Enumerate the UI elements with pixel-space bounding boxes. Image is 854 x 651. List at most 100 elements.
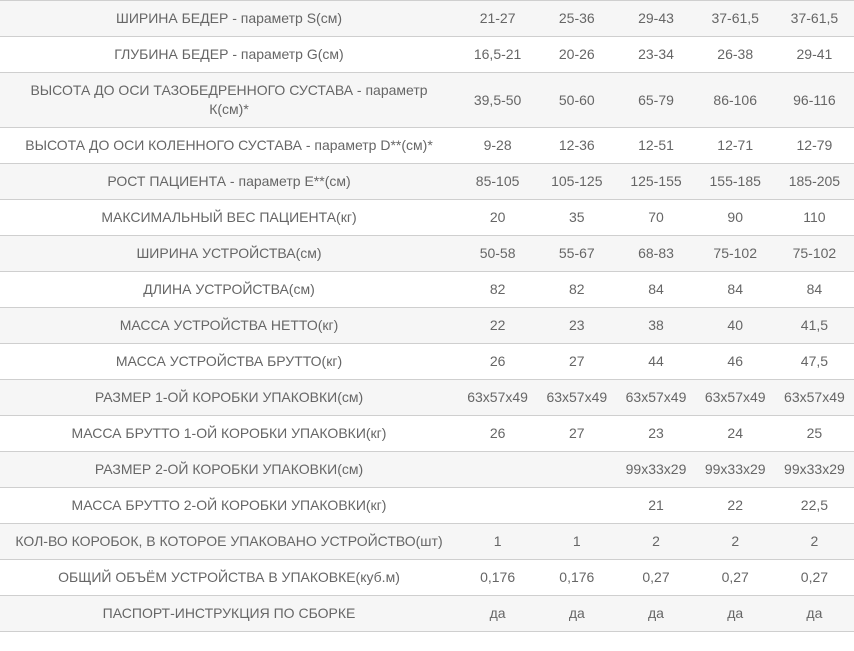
table-row: ОБЩИЙ ОБЪЁМ УСТРОЙСТВА В УПАКОВКЕ(куб.м)…	[0, 560, 854, 596]
table-row: МАКСИМАЛЬНЫЙ ВЕС ПАЦИЕНТА(кг) 20 35 70 90 110	[0, 200, 854, 236]
spec-value-cell: 12-79	[796, 137, 833, 153]
spec-row-label: ОБЩИЙ ОБЪЁМ УСТРОЙСТВА В УПАКОВКЕ(куб.м)	[58, 569, 400, 585]
table-row: МАССА БРУТТО 1-ОЙ КОРОБКИ УПАКОВКИ(кг) 26…	[0, 416, 854, 452]
spec-value-cell: 27	[569, 353, 585, 369]
table-row: МАССА УСТРОЙСТВА БРУТТО(кг) 26 27 44 46 47,5	[0, 344, 854, 380]
spec-value-cell: 96-116	[793, 91, 836, 108]
spec-row-label: РОСТ ПАЦИЕНТА - параметр Е**(см)	[107, 173, 351, 189]
spec-value-cell: да	[489, 605, 506, 621]
spec-value-cell: 0,27	[721, 569, 749, 585]
spec-row-label: КОЛ-ВО КОРОБОК, В КОТОРОЕ УПАКОВАНО УСТР…	[15, 533, 443, 549]
spec-value-cell: 99x33x29	[784, 461, 845, 477]
spec-value-cell: 12-36	[558, 137, 595, 153]
spec-row-label: РАЗМЕР 1-ОЙ КОРОБКИ УПАКОВКИ(см)	[94, 389, 364, 405]
spec-value-cell: 29-41	[796, 46, 833, 62]
spec-value-cell: 1	[572, 533, 581, 549]
spec-value-cell: 23-34	[638, 46, 674, 62]
spec-value-cell: 47,5	[800, 353, 829, 369]
spec-value-cell: 50-58	[479, 245, 516, 261]
table-row: КОЛ-ВО КОРОБОК, В КОТОРОЕ УПАКОВАНО УСТР…	[0, 524, 854, 560]
spec-row-label: ВЫСОТА ДО ОСИ КОЛЕННОГО СУСТАВА - параме…	[25, 137, 433, 153]
spec-value-cell: 63x57x49	[546, 389, 608, 405]
spec-value-cell: 155-185	[709, 173, 761, 189]
spec-row-label: ДЛИНА УСТРОЙСТВА(см)	[143, 281, 315, 297]
table-row: МАССА БРУТТО 2-ОЙ КОРОБКИ УПАКОВКИ(кг) 21…	[0, 488, 854, 524]
spec-row-label: ШИРИНА УСТРОЙСТВА(см)	[136, 245, 322, 261]
spec-value-cell: 24	[727, 425, 743, 441]
spec-value-cell: да	[648, 605, 664, 621]
spec-value-cell: 0,176	[559, 569, 595, 585]
spec-value-cell: 50-60	[558, 91, 595, 108]
table-row: ШИРИНА УСТРОЙСТВА(см) 50-58 55-67 68-83 75-1…	[0, 236, 854, 272]
spec-value-cell: 0,27	[800, 569, 829, 585]
spec-value-cell: 35	[569, 209, 585, 225]
spec-value-cell	[458, 488, 537, 523]
spec-value-cell: 23	[648, 425, 664, 441]
spec-value-cell: 99x33x29	[704, 461, 766, 477]
table-row: РАЗМЕР 1-ОЙ КОРОБКИ УПАКОВКИ(см) 63x57x49…	[0, 380, 854, 416]
spec-value-cell: 39,5-50	[473, 91, 522, 108]
spec-row-label: РАЗМЕР 2-ОЙ КОРОБКИ УПАКОВКИ(см)	[94, 461, 364, 477]
table-row: ВЫСОТА ДО ОСИ ТАЗОБЕДРЕННОГО СУСТАВА - п…	[0, 73, 854, 128]
spec-value-cell: 82	[489, 281, 506, 297]
spec-value-cell: 1	[493, 533, 502, 549]
spec-value-cell: 185-205	[788, 173, 841, 189]
spec-value-cell: 2	[810, 533, 819, 549]
spec-value-cell: 12-71	[717, 137, 754, 153]
spec-value-cell: да	[806, 605, 823, 621]
spec-value-cell: 82	[569, 281, 585, 297]
spec-value-cell: 20-26	[558, 46, 595, 62]
spec-value-cell: 70	[648, 209, 664, 225]
spec-value-cell: 63x57x49	[784, 389, 845, 405]
spec-value-cell: 63x57x49	[704, 389, 766, 405]
spec-row-label: ВЫСОТА ДО ОСИ ТАЗОБЕДРЕННОГО СУСТАВА - п…	[30, 82, 428, 117]
spec-value-cell	[537, 488, 616, 523]
spec-value-cell: 84	[727, 281, 743, 297]
table-row: ГЛУБИНА БЕДЕР - параметр G(см) 16,5-21 20-…	[0, 37, 854, 73]
table-row: МАССА УСТРОЙСТВА НЕТТО(кг) 22 23 38 40 41,5	[0, 308, 854, 344]
spec-value-cell: 37-61,5	[790, 10, 839, 26]
spec-value-cell: 44	[648, 353, 664, 369]
spec-value-cell: 84	[806, 281, 823, 297]
spec-value-cell: 22	[489, 317, 506, 333]
spec-value-cell: 0,27	[642, 569, 670, 585]
spec-value-cell: 63x57x49	[625, 389, 687, 405]
spec-value-cell: 29-43	[638, 10, 674, 26]
spec-value-cell: 84	[648, 281, 664, 297]
spec-value-cell: 20	[489, 209, 506, 225]
spec-value-cell	[458, 452, 537, 487]
spec-value-cell: 22,5	[800, 497, 829, 513]
table-row: ВЫСОТА ДО ОСИ КОЛЕННОГО СУСТАВА - параме…	[0, 128, 854, 164]
spec-value-cell: 21	[648, 497, 664, 513]
spec-value-cell: 9-28	[483, 137, 512, 153]
table-row: ДЛИНА УСТРОЙСТВА(см) 82 82 84 84 84	[0, 272, 854, 308]
spec-value-cell: 26	[489, 353, 506, 369]
spec-value-cell: 2	[731, 533, 740, 549]
table-row: РАЗМЕР 2-ОЙ КОРОБКИ УПАКОВКИ(см) 99x33x29…	[0, 452, 854, 488]
spec-value-cell: 99x33x29	[625, 461, 687, 477]
spec-value-cell: 75-102	[792, 245, 837, 261]
spec-value-cell: 75-102	[713, 245, 757, 261]
spec-value-cell: 41,5	[800, 317, 829, 333]
spec-value-cell: 63x57x49	[467, 389, 528, 405]
spec-value-cell: 27	[569, 425, 585, 441]
spec-value-cell: 65-79	[638, 91, 674, 108]
spec-value-cell: 16,5-21	[473, 46, 522, 62]
spec-value-cell: 25-36	[558, 10, 595, 26]
spec-value-cell: 23	[569, 317, 585, 333]
spec-value-cell: 22	[727, 497, 743, 513]
spec-row-label: ГЛУБИНА БЕДЕР - параметр G(см)	[114, 46, 344, 62]
spec-row-label: ПАСПОРТ-ИНСТРУКЦИЯ ПО СБОРКЕ	[102, 605, 356, 621]
spec-value-cell: да	[568, 605, 585, 621]
spec-row-label: ШИРИНА БЕДЕР - параметр S(см)	[115, 10, 343, 26]
table-row: РОСТ ПАЦИЕНТА - параметр Е**(см) 85-105 10…	[0, 164, 854, 200]
spec-value-cell: 90	[727, 209, 743, 225]
spec-value-cell: 68-83	[638, 245, 674, 261]
spec-value-cell: 55-67	[558, 245, 595, 261]
spec-value-cell: 40	[727, 317, 743, 333]
spec-row-label: МАКСИМАЛЬНЫЙ ВЕС ПАЦИЕНТА(кг)	[101, 209, 357, 225]
spec-value-cell: 105-125	[551, 173, 603, 189]
spec-value-cell: 12-51	[638, 137, 674, 153]
spec-value-cell: 26-38	[717, 46, 754, 62]
